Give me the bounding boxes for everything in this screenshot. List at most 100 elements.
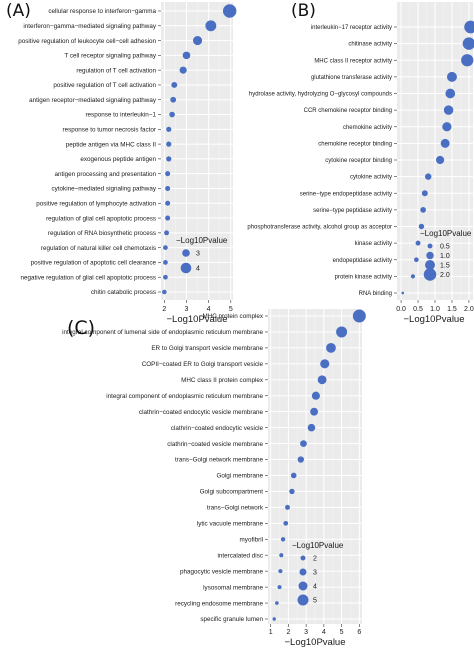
legend-title: −Log10Pvalue	[176, 236, 228, 245]
data-point	[414, 257, 419, 263]
data-point	[317, 375, 327, 385]
y-tick-label: cytokine−mediated signaling pathway	[52, 186, 157, 193]
y-tick-label: MHC class II protein complex	[181, 377, 264, 384]
data-point	[163, 274, 168, 280]
plot-background	[161, 2, 233, 300]
y-tick-label: serine−type endopeptidase activity	[300, 191, 392, 197]
y-tick-label: intercalated disc	[217, 552, 263, 559]
y-tick-label: trans−Golgi network	[207, 505, 264, 512]
y-tick-label: ER to Golgi transport vesicle membrane	[151, 345, 263, 352]
y-tick-label: chitin catabolic process	[91, 289, 156, 296]
x-tick-label: 6	[357, 629, 361, 636]
y-tick-label: T cell receptor signaling pathway	[64, 53, 156, 60]
y-tick-label: interferon−gamma−mediated signaling path…	[23, 23, 157, 30]
data-point	[443, 105, 454, 115]
legend-key	[299, 568, 307, 576]
y-tick-label: endopeptidase activity	[333, 258, 392, 264]
data-point	[279, 553, 284, 558]
x-tick-label: 3	[185, 306, 189, 313]
legend-entry-label: 4	[196, 266, 200, 273]
y-tick-label: exogenous peptide antigen	[80, 156, 156, 163]
y-tick-label: cellular response to interferon−gamma	[48, 8, 156, 15]
x-axis-label: −Log10Pvalue	[166, 314, 227, 325]
x-tick-label: 1	[269, 629, 273, 636]
y-tick-label: recycling endosome membrane	[175, 600, 263, 607]
x-tick-label: 0.5	[413, 306, 423, 313]
y-tick-label: Golgi subcompartment	[200, 489, 264, 496]
data-point	[297, 456, 305, 463]
data-point	[165, 171, 171, 177]
legend-key	[182, 249, 190, 257]
y-tick-label: myofibril	[240, 536, 263, 543]
data-point	[311, 391, 320, 400]
data-point	[440, 138, 450, 148]
legend-key	[426, 251, 434, 260]
legend-entry-label: 5	[313, 598, 317, 605]
data-point	[165, 185, 171, 191]
x-tick-label: 1.5	[447, 306, 457, 313]
data-point	[352, 309, 366, 323]
y-tick-label: clathrin−coated endocytic vesicle membra…	[139, 409, 264, 416]
y-tick-label: COPII−coated ER to Golgi transport vesic…	[142, 361, 264, 368]
data-point	[169, 111, 175, 118]
legend-key	[297, 594, 309, 606]
legend-key	[298, 581, 308, 591]
data-point	[320, 359, 330, 369]
x-tick-label: 2	[286, 629, 290, 636]
data-point	[445, 88, 456, 99]
data-point	[165, 200, 171, 206]
y-tick-label: chemokine receptor binding	[318, 141, 392, 147]
chart-panel-1: interleukin−17 receptor activity chitinas…	[247, 1, 474, 325]
y-tick-label: trans−Golgi network membrane	[175, 457, 264, 464]
y-tick-label: regulation of natural killer cell chemot…	[41, 245, 156, 252]
y-tick-label: positive regulation of T cell activation	[53, 82, 156, 89]
legend-key	[427, 243, 433, 249]
y-tick-label: CCR chemokine receptor binding	[304, 108, 392, 114]
data-point	[164, 230, 169, 236]
y-tick-label: negative regulation of glial cell apopto…	[21, 274, 156, 281]
y-tick-label: specific granule lumen	[200, 616, 263, 623]
y-tick-label: response to tumor necrosis factor	[63, 127, 156, 134]
y-tick-label: regulation of T cell activation	[76, 67, 156, 74]
x-axis-label: −Log10Pvalue	[403, 314, 464, 325]
y-tick-label: response to interleukin−1	[85, 112, 156, 119]
data-point	[171, 81, 178, 88]
data-point	[182, 51, 191, 60]
y-tick-label: RNA binding	[359, 291, 392, 297]
data-point	[418, 223, 425, 230]
x-tick-label: 5	[229, 306, 233, 313]
legend-key	[180, 262, 192, 274]
data-point	[278, 569, 283, 574]
x-tick-label: 0.0	[396, 306, 406, 313]
data-point	[410, 274, 416, 279]
chart-panel-0: cellular response to interferon−gamma int…	[6, 1, 237, 325]
data-point	[462, 37, 474, 50]
data-point	[424, 173, 432, 180]
y-tick-label: positive regulation of lymphocyte activa…	[36, 200, 156, 207]
data-point	[179, 66, 187, 74]
y-tick-label: MHC protein complex	[202, 313, 263, 320]
data-point	[461, 54, 474, 67]
x-tick-label: 1.0	[430, 306, 440, 313]
data-point	[336, 326, 348, 338]
data-point	[289, 488, 295, 495]
data-point	[307, 423, 316, 432]
y-tick-label: clathrin−coated vesicle membrane	[167, 441, 263, 448]
y-tick-label: interleukin−17 receptor activity	[311, 25, 392, 31]
y-tick-label: chitinase activity	[348, 42, 392, 48]
data-point	[280, 537, 286, 542]
data-point	[163, 245, 168, 251]
y-tick-label: cytokine receptor binding	[325, 158, 392, 164]
data-point	[401, 291, 405, 295]
y-tick-label: glutathione transferase activity	[311, 75, 392, 81]
y-tick-label: Golgi membrane	[216, 473, 263, 480]
y-tick-label: kinase activity	[355, 241, 392, 247]
y-tick-label: chemokine activity	[343, 125, 392, 131]
data-point	[300, 440, 307, 447]
y-tick-label: lysosomal membrane	[203, 584, 263, 591]
y-tick-label: regulation of RNA biosynthetic process	[48, 230, 156, 237]
x-tick-label: 3	[304, 629, 308, 636]
data-point	[166, 141, 172, 147]
panel-label: (B)	[291, 1, 316, 21]
data-point	[272, 617, 276, 621]
